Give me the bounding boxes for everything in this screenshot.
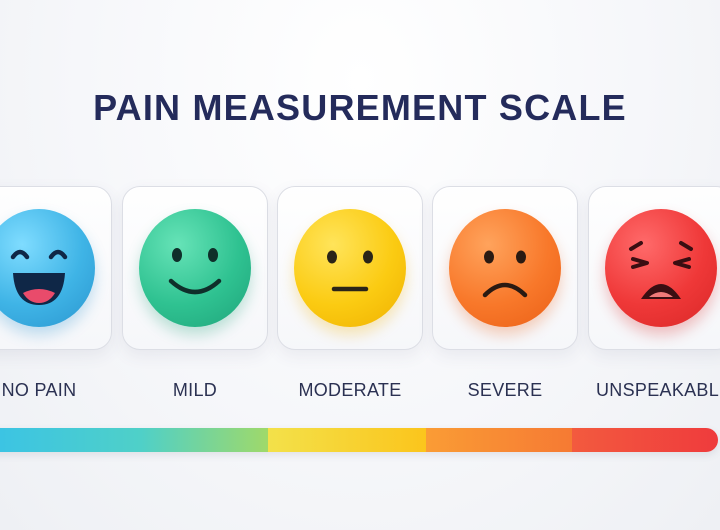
- page-title: PAIN MEASUREMENT SCALE: [93, 87, 627, 128]
- card-mild: [122, 186, 268, 350]
- anguished-face-icon: [605, 209, 717, 327]
- scale-segment-unspeakable: [572, 428, 718, 452]
- level-label-no-pain: NO PAIN: [1, 380, 77, 400]
- pain-scale-bar: [0, 428, 718, 452]
- card-no-pain: [0, 186, 112, 350]
- scale-segment-low: [0, 428, 268, 452]
- frowning-face-icon: [449, 209, 561, 327]
- neutral-face-icon: [294, 209, 406, 327]
- scale-segment-severe: [426, 428, 572, 452]
- card-unspeakable: [588, 186, 720, 350]
- laughing-face-icon: [0, 209, 95, 327]
- smiling-face-icon: [139, 209, 251, 327]
- level-label-mild: MILD: [172, 380, 218, 400]
- card-severe: [432, 186, 578, 350]
- card-moderate: [277, 186, 423, 350]
- level-label-moderate: MODERATE: [298, 380, 402, 400]
- level-label-severe: SEVERE: [467, 380, 543, 400]
- scale-segment-moderate: [268, 428, 426, 452]
- level-label-unspeakable: UNSPEAKABLE: [596, 380, 720, 400]
